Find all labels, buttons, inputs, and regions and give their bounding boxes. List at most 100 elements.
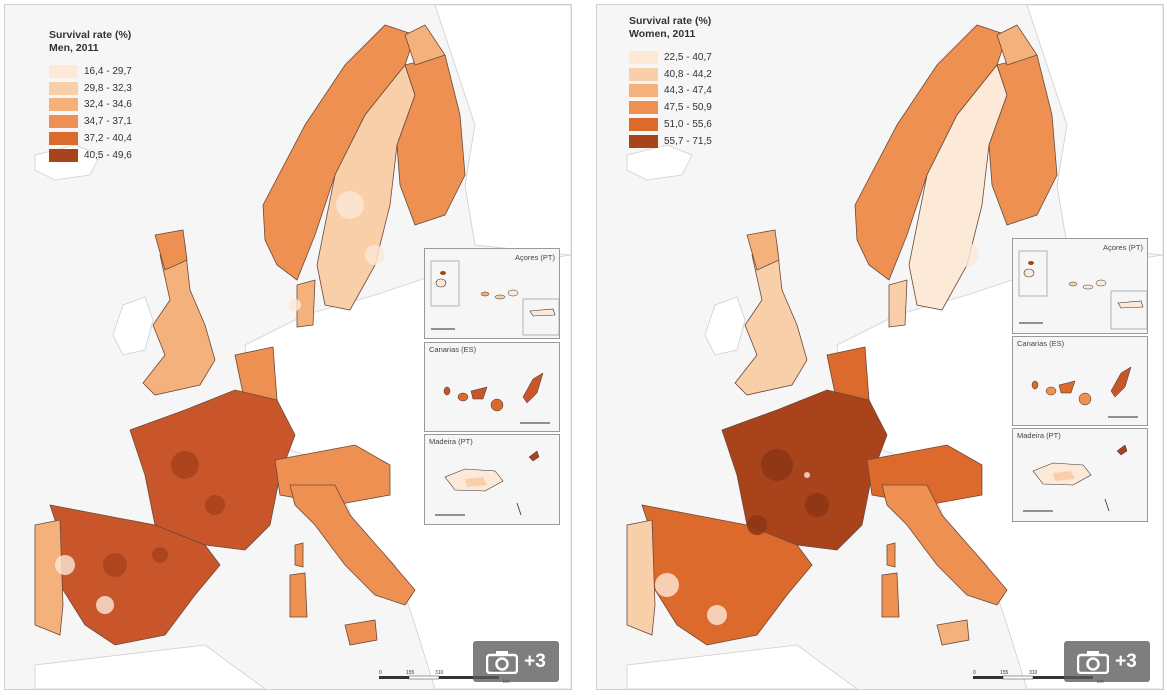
- scale-tick-155: 155: [1000, 670, 1009, 676]
- region-italy: [289, 484, 416, 606]
- region-finland: [396, 54, 466, 226]
- europe-map-women: [626, 5, 1163, 689]
- legend-subtitle: Men, 2011: [49, 42, 99, 54]
- legend-swatch: [49, 64, 78, 78]
- legend-row: 51,0 - 55,6: [629, 116, 712, 133]
- legend-swatch: [49, 132, 78, 146]
- scale-tick-0: 0: [379, 670, 382, 676]
- legend-swatch: [629, 134, 658, 148]
- legend-swatch: [49, 148, 78, 162]
- region-scotland: [154, 229, 188, 271]
- scale-tick-310: 310: [435, 670, 444, 676]
- region-scotland: [746, 229, 780, 271]
- legend-label: 16,4 - 29,7: [84, 65, 132, 77]
- region-italy: [881, 484, 1008, 606]
- map-panel-women: Survival rate (%) Women, 2011 22,5 - 40,…: [596, 4, 1164, 690]
- inset-label: Madeira (PT): [1017, 431, 1061, 440]
- inset-label: Madeira (PT): [429, 437, 473, 446]
- land-ireland: [704, 296, 746, 356]
- inset-label: Açores (PT): [514, 253, 555, 262]
- legend-label: 34,7 - 37,1: [84, 116, 132, 128]
- photo-gallery-button[interactable]: +3: [473, 641, 559, 682]
- legend-row: 37,2 - 40,4: [49, 130, 132, 147]
- legend-row: 40,5 - 49,6: [49, 147, 132, 164]
- region-france: [721, 389, 888, 551]
- land-russia-north: [434, 5, 571, 256]
- photo-gallery-button[interactable]: +3: [1064, 641, 1150, 682]
- region-finland-north: [996, 24, 1038, 66]
- legend-label: 29,8 - 32,3: [84, 82, 132, 94]
- canarias-islands: [443, 372, 550, 424]
- acores-islands: [430, 260, 559, 336]
- region-uk: [142, 244, 216, 396]
- legend-row: 40,8 - 44,2: [629, 66, 712, 83]
- legend-row: 29,8 - 32,3: [49, 80, 132, 97]
- inset-acores: Açores (PT): [1012, 238, 1148, 334]
- legend-row: 44,3 - 47,4: [629, 83, 712, 100]
- madeira-islands: [435, 450, 540, 516]
- legend-swatch: [629, 67, 658, 81]
- legend-label: 40,8 - 44,2: [664, 68, 712, 80]
- land-ireland: [112, 296, 154, 356]
- region-sardinia: [289, 572, 308, 618]
- legend-swatch: [49, 81, 78, 95]
- legend-row: 22,5 - 40,7: [629, 49, 712, 66]
- scale-tick-310: 310: [1029, 670, 1038, 676]
- legend-label: 22,5 - 40,7: [664, 51, 712, 63]
- legend-label: 55,7 - 71,5: [664, 135, 712, 147]
- region-portugal: [34, 519, 64, 636]
- inset-acores: Açores (PT): [424, 248, 560, 339]
- canarias-islands: [1031, 366, 1138, 418]
- legend-row: 32,4 - 34,6: [49, 97, 132, 114]
- camera-icon: [1077, 650, 1110, 674]
- land-north-africa: [626, 644, 858, 689]
- region-corsica: [294, 542, 304, 568]
- legend-title: Survival rate (%): [629, 15, 712, 27]
- inset-madeira: Madeira (PT): [1012, 428, 1148, 522]
- camera-icon: [486, 650, 519, 674]
- legend-women: Survival rate (%) Women, 2011 22,5 - 40,…: [629, 15, 712, 150]
- inset-label: Açores (PT): [1102, 243, 1143, 252]
- region-portugal: [626, 519, 656, 636]
- legend-label: 44,3 - 47,4: [664, 85, 712, 97]
- region-france: [129, 389, 296, 551]
- legend-label: 40,5 - 49,6: [84, 149, 132, 161]
- legend-subtitle: Women, 2011: [629, 28, 696, 40]
- madeira-islands: [1023, 444, 1128, 512]
- inset-label: Canarias (ES): [429, 345, 477, 354]
- legend-swatch: [629, 84, 658, 98]
- inset-madeira: Madeira (PT): [424, 434, 560, 525]
- legend-row: 34,7 - 37,1: [49, 113, 132, 130]
- photo-count: +3: [524, 650, 546, 672]
- land-russia-north: [1026, 5, 1163, 256]
- legend-swatch: [49, 115, 78, 129]
- region-finland-north: [404, 24, 446, 66]
- region-denmark: [888, 279, 908, 328]
- map-panel-men: Survival rate (%) Men, 2011 16,4 - 29,7 …: [4, 4, 572, 690]
- region-sicily: [344, 619, 378, 646]
- land-north-africa: [34, 644, 266, 689]
- legend-row: 55,7 - 71,5: [629, 133, 712, 150]
- land-iceland: [626, 144, 693, 181]
- legend-label: 32,4 - 34,6: [84, 99, 132, 111]
- region-corsica: [886, 542, 896, 568]
- legend-swatch: [629, 118, 658, 132]
- region-sweden: [908, 64, 1008, 311]
- inset-label: Canarias (ES): [1017, 339, 1065, 348]
- legend-men: Survival rate (%) Men, 2011 16,4 - 29,7 …: [49, 29, 132, 164]
- legend-row: 16,4 - 29,7: [49, 63, 132, 80]
- scale-tick-0: 0: [973, 670, 976, 676]
- region-sweden: [316, 64, 416, 311]
- scale-tick-155: 155: [406, 670, 415, 676]
- region-sardinia: [881, 572, 900, 618]
- region-sicily: [936, 619, 970, 646]
- legend-label: 51,0 - 55,6: [664, 119, 712, 131]
- legend-swatch: [629, 50, 658, 64]
- inset-canarias: Canarias (ES): [424, 342, 560, 432]
- legend-swatch: [49, 98, 78, 112]
- legend-label: 37,2 - 40,4: [84, 133, 132, 145]
- region-uk: [734, 244, 808, 396]
- legend-swatch: [629, 101, 658, 115]
- legend-row: 47,5 - 50,9: [629, 99, 712, 116]
- photo-count: +3: [1115, 650, 1137, 672]
